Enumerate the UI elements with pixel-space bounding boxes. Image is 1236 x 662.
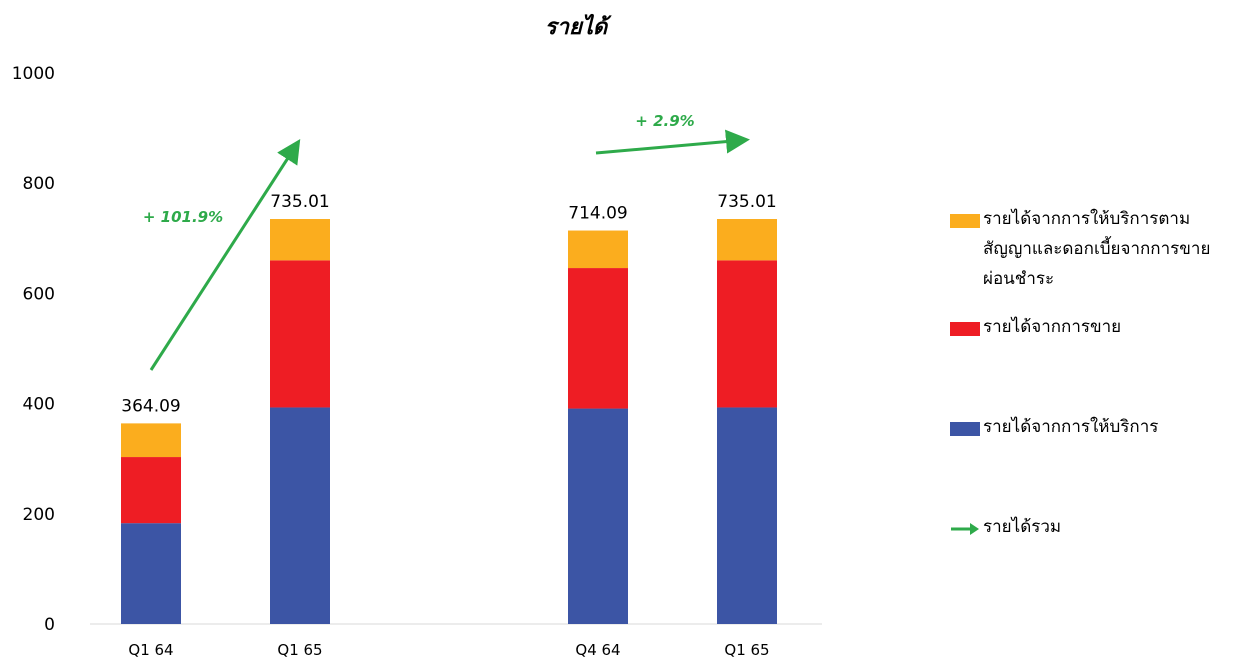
x-tick-label: Q1 65 bbox=[277, 641, 322, 659]
chart-title: รายได้ bbox=[545, 13, 612, 40]
category-labels: Q1 64 Q1 65 Q4 64 Q1 65 bbox=[128, 641, 769, 659]
legend-swatch-sales bbox=[950, 322, 980, 336]
bar-segment bbox=[717, 407, 777, 624]
legend-label-services: รายได้จากการให้บริการ bbox=[983, 417, 1159, 437]
bar-segment bbox=[717, 219, 777, 261]
y-tick-label: 600 bbox=[23, 284, 55, 304]
x-tick-label: Q4 64 bbox=[575, 641, 620, 659]
legend-label-sales: รายได้จากการขาย bbox=[983, 317, 1122, 337]
legend-label-total: รายได้รวม bbox=[983, 517, 1062, 537]
x-tick-label: Q1 64 bbox=[128, 641, 173, 659]
bars-group bbox=[121, 219, 777, 624]
legend-item-contract-service: รายได้จากการให้บริการตามสัญญาและดอกเบี้ย… bbox=[950, 209, 1213, 294]
growth-arrows: + 101.9% + 2.9% bbox=[143, 112, 750, 371]
y-tick-label: 1000 bbox=[12, 64, 55, 84]
growth-arrow bbox=[595, 129, 750, 155]
y-tick-label: 400 bbox=[23, 395, 55, 415]
y-tick-label: 800 bbox=[23, 174, 55, 194]
total-labels: 364.09 735.01 714.09 735.01 bbox=[121, 192, 776, 416]
total-data-label: 364.09 bbox=[121, 396, 180, 416]
legend-label-contract-service: รายได้จากการให้บริการตามสัญญาและดอกเบี้ย… bbox=[983, 209, 1211, 289]
bar-segment bbox=[568, 230, 628, 269]
bar-segment bbox=[121, 457, 181, 524]
x-tick-label: Q1 65 bbox=[724, 641, 769, 659]
bar-segment bbox=[270, 219, 330, 261]
bar-segment bbox=[270, 260, 330, 408]
legend-swatch-contract-service bbox=[950, 214, 980, 228]
arrow-right-icon bbox=[951, 523, 979, 535]
legend-item-services: รายได้จากการให้บริการ bbox=[950, 417, 1213, 442]
legend-item-total: รายได้รวม bbox=[950, 517, 1213, 542]
total-data-label: 735.01 bbox=[717, 192, 776, 212]
y-tick-label: 0 bbox=[44, 615, 55, 635]
growth-label: + 2.9% bbox=[635, 112, 694, 130]
total-data-label: 735.01 bbox=[270, 192, 329, 212]
bar-segment bbox=[121, 423, 181, 458]
total-data-label: 714.09 bbox=[568, 204, 627, 224]
y-axis-labels: 0 200 400 600 800 1000 bbox=[12, 64, 55, 635]
legend-swatch-services bbox=[950, 422, 980, 436]
growth-arrow bbox=[149, 138, 301, 371]
y-tick-label: 200 bbox=[23, 505, 55, 525]
bar-segment bbox=[717, 260, 777, 408]
bar-segment bbox=[568, 268, 628, 409]
bar-segment bbox=[121, 523, 181, 624]
bar-segment bbox=[568, 408, 628, 624]
growth-label: + 101.9% bbox=[143, 208, 223, 226]
legend-item-sales: รายได้จากการขาย bbox=[950, 317, 1213, 342]
bar-segment bbox=[270, 407, 330, 624]
